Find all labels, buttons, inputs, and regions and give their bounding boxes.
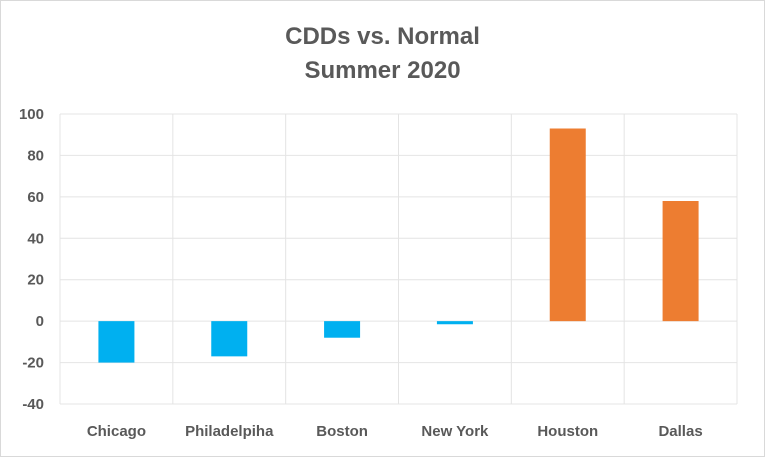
bar-houston xyxy=(549,128,586,322)
bar-boston xyxy=(324,321,361,338)
y-tick-label: -40 xyxy=(22,396,44,413)
chart-title-line-2: Summer 2020 xyxy=(304,57,461,84)
chart-title: CDDs vs. Normal Summer 2020 xyxy=(0,20,765,88)
y-tick-label: 20 xyxy=(27,272,44,289)
x-tick-label: Philadelpiha xyxy=(185,423,274,440)
y-tick-label: 0 xyxy=(36,313,44,330)
x-tick-label: Dallas xyxy=(658,423,702,440)
bar-chicago xyxy=(98,321,135,363)
x-tick-label: Houston xyxy=(537,423,598,440)
bar-dallas xyxy=(662,201,699,322)
bar-new-york xyxy=(436,321,473,325)
y-tick-label: -20 xyxy=(22,355,44,372)
bar-philadelpiha xyxy=(211,321,248,357)
x-tick-label: Boston xyxy=(316,423,368,440)
y-tick-label: 60 xyxy=(27,189,44,206)
x-tick-label: Chicago xyxy=(87,423,146,440)
y-tick-label: 40 xyxy=(27,230,44,247)
y-tick-label: 100 xyxy=(19,106,44,123)
y-tick-label: 80 xyxy=(27,147,44,164)
x-tick-label: New York xyxy=(421,423,489,440)
chart-title-line-1: CDDs vs. Normal xyxy=(285,23,480,50)
